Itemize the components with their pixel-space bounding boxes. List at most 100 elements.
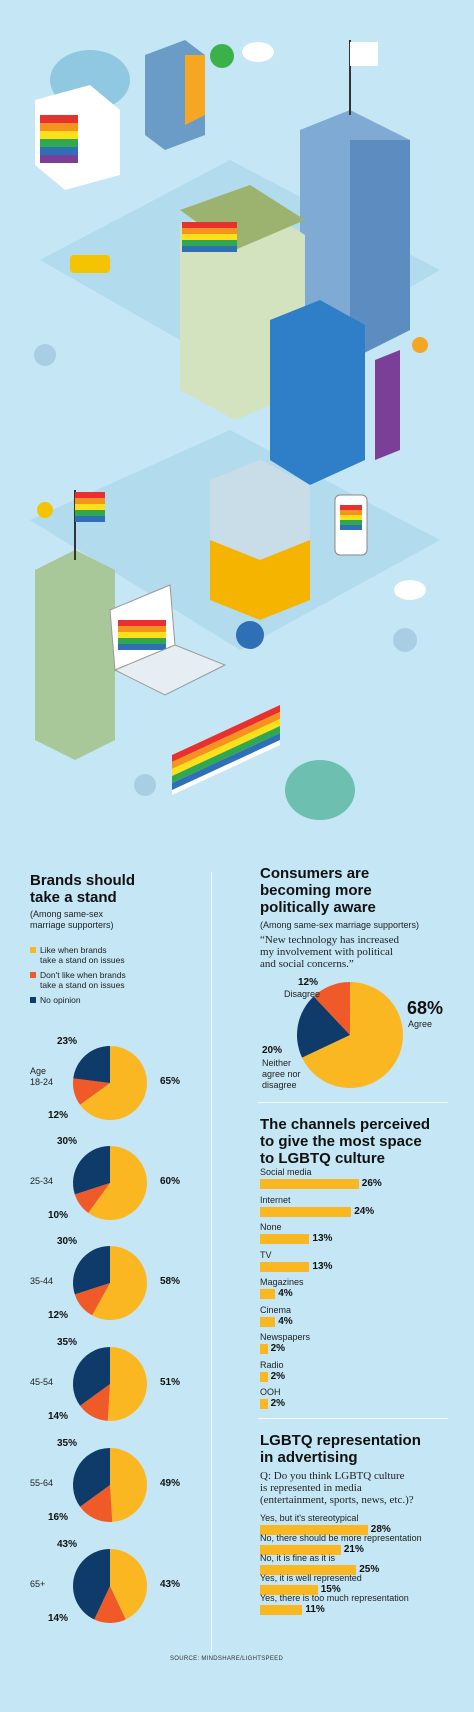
bar (260, 1206, 352, 1217)
neither-label-line: Neither (262, 1058, 292, 1068)
bar-label: Social media (260, 1167, 312, 1177)
dislike-pct: 16% (48, 1512, 69, 1523)
flag-stripe (340, 525, 362, 530)
age-pie-5-slice-0 (110, 1549, 148, 1620)
dislike-pct: 12% (48, 1310, 69, 1321)
age-label: 45-54 (30, 1377, 54, 1387)
bar-label: Internet (260, 1194, 291, 1205)
bar-value: 13% (312, 1233, 333, 1244)
age-pie-0-slice-2 (73, 1046, 110, 1083)
bar (260, 1399, 268, 1409)
representation-title-line: LGBTQ representation (260, 1432, 421, 1449)
legend-text: Don't like when brands (40, 970, 126, 980)
age-pie-4-slice-1 (80, 1485, 113, 1523)
like-pct: 65% (160, 1076, 181, 1087)
flag-stripe (182, 246, 237, 252)
neither-label-line: agree nor (262, 1069, 301, 1079)
dislike-pct: 14% (48, 1613, 69, 1624)
legend-text: Like when brands (40, 945, 107, 955)
flag-stripe (40, 115, 78, 123)
age-pie-3-slice-2 (73, 1347, 110, 1406)
bar-label: No, it is fine as it is (260, 1553, 336, 1563)
legend-swatch-dislike (30, 972, 36, 978)
flag-stripe (172, 719, 280, 776)
flag-shape (350, 42, 378, 66)
age-pie-2-slice-1 (74, 1283, 110, 1316)
flag-stripe (40, 155, 78, 163)
age-label: 65+ (30, 1579, 46, 1589)
city-illustration (0, 0, 474, 830)
cloud-icon (394, 580, 426, 600)
age-pie-4-slice-2 (73, 1448, 110, 1507)
disagree-label: Disagree (284, 989, 321, 999)
bar-value: 26% (361, 1178, 382, 1189)
bar-value: 13% (312, 1260, 333, 1272)
age-pie-5-slice-2 (72, 1549, 110, 1620)
flag-stripe (340, 520, 362, 525)
age-pie-2-slice-2 (73, 1246, 110, 1295)
flag-stripe (172, 712, 280, 769)
flag-stripe (40, 123, 78, 131)
bar-value: 2% (270, 1370, 286, 1382)
sun-icon (37, 502, 53, 518)
consumers-title-line: politically aware (260, 899, 376, 916)
bar-value: 2% (270, 1398, 286, 1409)
legend-item-no-opinion: No opinion (30, 995, 81, 1005)
brands-title-line: take a stand (30, 889, 117, 906)
consumers-quote: “New technology has increased my involve… (260, 934, 399, 970)
no-opinion-pct: 35% (57, 1337, 78, 1348)
age-pie-3-slice-0 (107, 1347, 147, 1421)
age-label: 35-44 (30, 1276, 54, 1286)
brands-subtitle-line: marriage supporters) (30, 920, 114, 930)
bar-label: None (260, 1222, 282, 1232)
tree-shape (393, 628, 417, 652)
neither-label-line: disagree (262, 1080, 297, 1090)
question-line: (entertainment, sports, news, etc.)? (260, 1494, 414, 1506)
neither-label: Neither agree nor disagree (262, 1058, 301, 1091)
taxi-shape (70, 255, 110, 273)
age-pie-0-slice-0 (80, 1046, 148, 1120)
bar-label: OOH (260, 1387, 281, 1397)
flag-stripe (118, 620, 166, 626)
brands-subtitle: (Among same-sex marriage supporters) (30, 909, 114, 931)
tree-shape (34, 344, 56, 366)
disagree-pct: 12% (298, 977, 319, 988)
flag-stripe (75, 510, 105, 516)
legend-swatch-no-opinion (30, 997, 36, 1003)
bar (260, 1179, 359, 1189)
brands-title-line: Brands should (30, 872, 136, 889)
flag-stripe (75, 516, 105, 522)
bar-label: Yes, it is well represented (260, 1573, 362, 1583)
consumers-subtitle: (Among same-sex marriage supporters) (260, 920, 420, 930)
no-opinion-pct: 35% (57, 1438, 78, 1449)
dislike-pct: 10% (48, 1210, 69, 1221)
quote-line: and social concerns.” (260, 958, 354, 970)
tree-shape (236, 621, 264, 649)
age-pie-4-slice-0 (110, 1448, 148, 1522)
bar-value: 24% (354, 1205, 375, 1217)
age-pie-1-slice-1 (74, 1183, 110, 1213)
quote-line: “New technology has increased (260, 934, 399, 946)
laptop-keyboard (113, 644, 227, 696)
bar-value: 25% (359, 1564, 380, 1575)
agree-label: Agree (408, 1019, 433, 1029)
flag-stripe (75, 504, 105, 510)
channels-title-line: to give the most space (260, 1133, 422, 1150)
flag-stripe (75, 492, 105, 498)
bar (260, 1545, 341, 1555)
legend-item-dislike: Don't like when brands take a stand on i… (30, 970, 126, 990)
bar (260, 1234, 310, 1244)
legend-text: take a stand on issues (40, 955, 125, 965)
building-shape (375, 350, 400, 460)
bar-label: Newspapers (260, 1332, 311, 1342)
building-shape (350, 140, 410, 360)
no-opinion-pct: 23% (57, 1036, 78, 1047)
column-divider (211, 872, 212, 1652)
flag-stripe (40, 131, 78, 139)
quote-line: my involvement with political (260, 946, 393, 958)
bar (260, 1289, 276, 1299)
hill-shape (285, 760, 355, 820)
age-label: 18-24 (30, 1077, 54, 1087)
flag-stripe (182, 240, 237, 246)
age-pie-2-slice-0 (92, 1246, 148, 1321)
